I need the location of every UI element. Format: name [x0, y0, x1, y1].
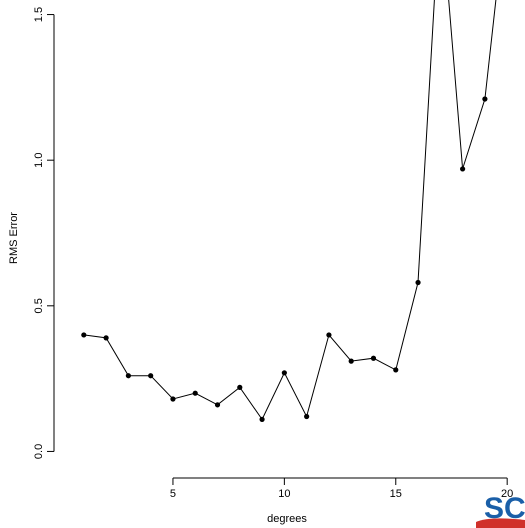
y-tick-label: 1.5 — [33, 7, 45, 22]
data-point — [214, 402, 221, 408]
x-tick-label: 5 — [170, 488, 176, 500]
data-point — [304, 413, 310, 420]
x-axis-title: degrees — [267, 513, 307, 525]
data-point — [393, 367, 399, 373]
data-points — [81, 96, 488, 422]
x-tick-label: 20 — [501, 488, 513, 500]
y-tick-label: 1.0 — [33, 153, 45, 168]
x-tick-label: 15 — [390, 488, 402, 500]
data-point — [326, 332, 332, 338]
data-point — [348, 358, 354, 364]
watermark-swoosh — [476, 518, 525, 528]
data-point — [125, 373, 131, 379]
data-point — [81, 332, 87, 338]
series-line — [83, 0, 497, 421]
data-point — [415, 279, 421, 286]
y-axis-ticks: 0.0 0.5 1.0 1.5 — [33, 7, 54, 459]
y-tick-label: 0.5 — [33, 298, 45, 313]
data-point — [482, 96, 488, 102]
data-point — [148, 373, 154, 379]
data-point — [370, 355, 377, 361]
data-point — [237, 384, 243, 390]
data-point — [170, 396, 176, 402]
x-tick-label: 10 — [278, 488, 290, 500]
data-point — [281, 370, 287, 376]
x-axis-ticks: 5 10 15 20 — [170, 478, 513, 500]
data-point — [192, 390, 198, 396]
data-point — [460, 166, 466, 172]
y-tick-label: 0.0 — [33, 444, 45, 459]
data-point — [103, 335, 109, 341]
data-point — [259, 416, 265, 422]
y-axis-title: RMS Error — [8, 212, 20, 264]
watermark-logo: SC — [476, 492, 525, 528]
